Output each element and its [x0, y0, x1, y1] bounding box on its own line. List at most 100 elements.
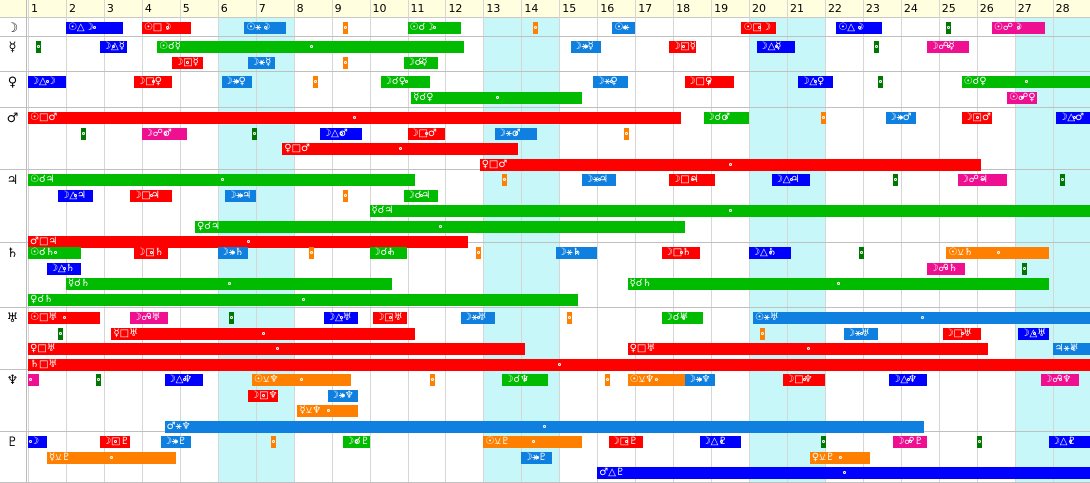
aspect-bar[interactable] [430, 374, 436, 386]
aspect-bar[interactable]: ☉⚺♄ [946, 247, 1049, 259]
aspect-bar[interactable]: ☽△♇ [699, 436, 742, 448]
aspect-bar[interactable]: ☉△☽ [836, 22, 882, 34]
aspect-bar[interactable]: ☉□☽ [141, 22, 192, 34]
aspect-bar[interactable]: ☉⚺♆ [251, 374, 351, 386]
aspect-bar[interactable]: ☽⚹♇ [521, 451, 552, 464]
aspect-bar[interactable]: ☽△☿ [100, 41, 127, 53]
aspect-bar[interactable]: ☉☍♀ [1007, 91, 1038, 104]
aspect-bar[interactable]: ☽△☿ [756, 41, 795, 53]
aspect-bar[interactable]: ☿⚺♇ [46, 451, 176, 464]
aspect-bar[interactable] [893, 174, 899, 186]
aspect-bar[interactable]: ☽⚹♃ [225, 189, 256, 202]
aspect-bar[interactable]: ♂⚹♆ [164, 420, 924, 433]
aspect-bar[interactable] [58, 327, 64, 340]
aspect-bar[interactable]: ☽⚹♆ [327, 389, 359, 402]
aspect-bar[interactable]: ☽☍♆ [1041, 374, 1080, 386]
aspect-bar[interactable]: ☽⚹☿ [248, 56, 275, 69]
aspect-bar[interactable]: ☽△♂ [1056, 112, 1090, 124]
aspect-bar[interactable] [342, 56, 348, 69]
aspect-bar[interactable] [623, 127, 629, 140]
aspect-bar[interactable] [251, 127, 257, 140]
aspect-bar[interactable]: ☽□♃ [669, 174, 715, 186]
aspect-bar[interactable]: ♂△♇ [597, 467, 1090, 479]
aspect-bar[interactable]: ☽⚹♅ [460, 312, 495, 324]
aspect-bar[interactable]: ☽⚹♂ [885, 112, 917, 124]
aspect-bar[interactable]: ☽☌♇ [342, 436, 370, 448]
aspect-bar[interactable] [342, 189, 348, 202]
aspect-bar[interactable] [229, 312, 235, 324]
aspect-bar[interactable]: ☽□♇ [100, 436, 131, 448]
aspect-bar[interactable]: ☉☌♄ [28, 247, 82, 259]
aspect-bar[interactable]: ♄□♅ [28, 358, 1090, 371]
aspect-bar[interactable] [859, 247, 865, 259]
aspect-bar[interactable] [1022, 262, 1028, 275]
aspect-bar[interactable]: ☽□♄ [134, 247, 169, 259]
aspect-bar[interactable]: ☽⚹♀ [593, 76, 628, 88]
aspect-bar[interactable]: ♃⚹♅ [1052, 343, 1090, 355]
aspect-bar[interactable]: ☽☍♃ [957, 174, 1008, 186]
aspect-bar[interactable]: ☽☍♂ [141, 127, 188, 140]
aspect-bar[interactable]: ☿☌♄ [627, 278, 1049, 290]
aspect-bar[interactable]: ☽☍♄ [927, 262, 966, 275]
aspect-bar[interactable]: ☽☌☿ [403, 56, 438, 69]
aspect-bar[interactable]: ☽△♆ [164, 374, 203, 386]
aspect-bar[interactable] [270, 436, 276, 448]
aspect-bar[interactable]: ☽△♄ [749, 247, 791, 259]
aspect-bar[interactable] [566, 312, 572, 324]
aspect-bar[interactable]: ☽⚹☿ [570, 41, 602, 53]
aspect-bar[interactable]: ☽△♀ [798, 76, 833, 88]
aspect-bar[interactable] [35, 41, 41, 53]
aspect-bar[interactable] [342, 22, 348, 34]
aspect-bar[interactable]: ☽△♅ [1018, 327, 1049, 340]
aspect-bar[interactable]: ♀☌♄ [28, 293, 579, 306]
aspect-bar[interactable]: ☉☌♃ [28, 174, 416, 186]
aspect-bar[interactable]: ☽⚹♀ [221, 76, 252, 88]
aspect-bar[interactable]: ☉□♂ [28, 112, 681, 124]
aspect-bar[interactable] [976, 436, 982, 448]
aspect-bar[interactable]: ☽△♂ [320, 127, 362, 140]
aspect-bar[interactable] [604, 374, 610, 386]
aspect-bar[interactable] [760, 327, 766, 340]
aspect-bar[interactable]: ☽□♄ [661, 247, 700, 259]
aspect-bar[interactable]: ☿☌♄ [65, 278, 393, 290]
aspect-bar[interactable]: ☿□♅ [111, 327, 416, 340]
aspect-bar[interactable]: ☽△♃ [771, 174, 810, 186]
aspect-bar[interactable]: ☽☍♅ [130, 312, 169, 324]
aspect-bar[interactable]: ☉⚺♆ [627, 374, 685, 386]
aspect-bar[interactable] [312, 76, 318, 88]
aspect-bar[interactable]: ☽☌♆ [502, 374, 548, 386]
aspect-bar[interactable] [308, 247, 314, 259]
aspect-bar[interactable]: ☿⚺♆ [297, 405, 359, 417]
aspect-bar[interactable]: ☽☌♄ [369, 247, 408, 259]
aspect-bar[interactable]: ♀□♅ [28, 343, 526, 355]
aspect-bar[interactable]: ☽□♂ [407, 127, 446, 140]
aspect-bar[interactable]: ☽□♂ [961, 112, 992, 124]
aspect-bar[interactable]: ☽□♆ [783, 374, 825, 386]
aspect-bar[interactable]: ☉☌♀ [961, 76, 1090, 88]
aspect-bar[interactable] [96, 374, 102, 386]
aspect-bar[interactable]: ☽⚹♄ [555, 247, 598, 259]
aspect-bar[interactable]: ☿☌♀ [411, 91, 583, 104]
aspect-bar[interactable]: ☉⚹☽ [244, 22, 287, 34]
aspect-bar[interactable]: ☽☌♂ [703, 112, 750, 124]
aspect-bar[interactable]: ☉⚺♇ [483, 436, 583, 448]
aspect-bar[interactable]: ☉△☽ [65, 22, 123, 34]
aspect-bar[interactable]: ☽⚹♇ [160, 436, 192, 448]
aspect-bar[interactable]: ☽□♅ [373, 312, 408, 324]
aspect-bar[interactable]: ☽△♇ [1048, 436, 1090, 448]
aspect-bar[interactable]: ☉⚹♅ [752, 312, 1090, 324]
aspect-bar[interactable]: ☽☌♃ [403, 189, 438, 202]
aspect-bar[interactable]: ☽△♆ [889, 374, 928, 386]
aspect-bar[interactable] [874, 41, 880, 53]
aspect-bar[interactable]: ☽□♅ [942, 327, 981, 340]
aspect-bar[interactable]: ☽⚹♃ [582, 174, 617, 186]
aspect-bar[interactable]: ☽☌♀ [380, 76, 431, 88]
aspect-bar[interactable]: ☉☌☽ [407, 22, 461, 34]
aspect-bar[interactable]: ☽⚹♆ [684, 374, 715, 386]
aspect-bar[interactable] [532, 22, 538, 34]
aspect-bar[interactable]: ☽⚹♅ [843, 327, 879, 340]
aspect-bar[interactable]: ☽□♆ [248, 389, 279, 402]
aspect-bar[interactable] [1060, 174, 1066, 186]
aspect-bar[interactable] [475, 247, 481, 259]
aspect-bar[interactable]: ☽☍☿ [927, 41, 970, 53]
